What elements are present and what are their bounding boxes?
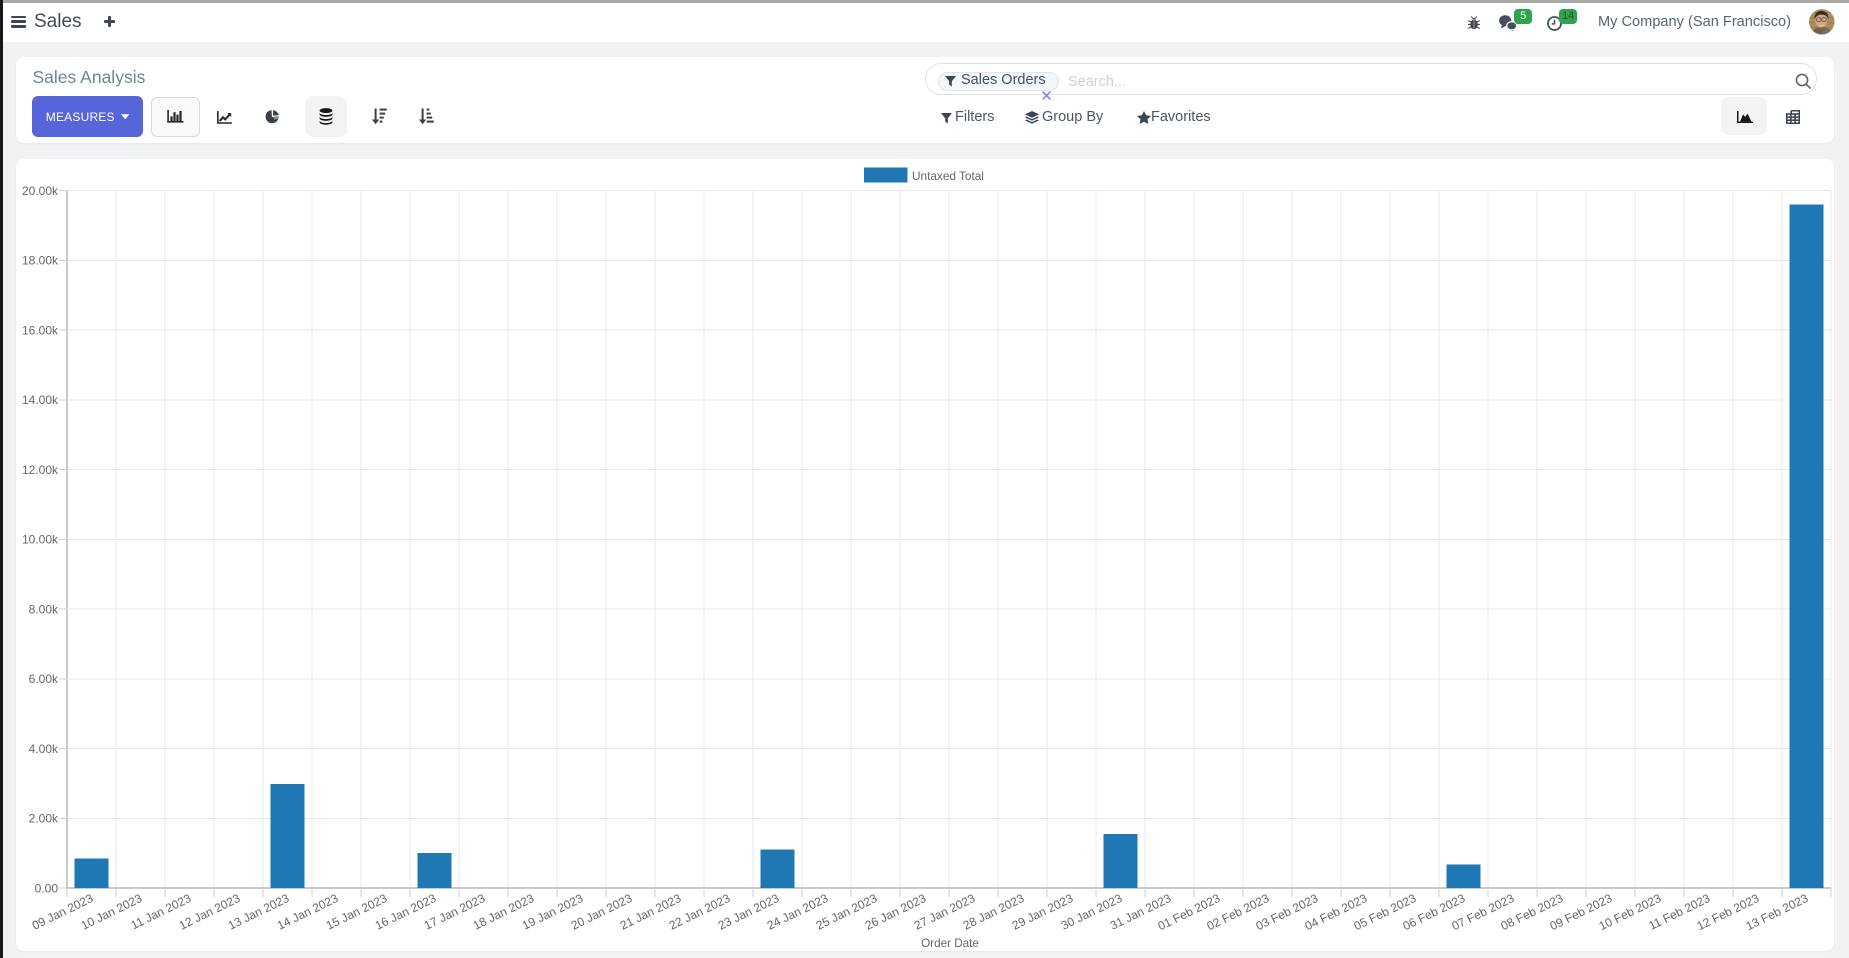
svg-text:8.00k: 8.00k bbox=[29, 602, 59, 616]
svg-text:Order Date: Order Date bbox=[921, 937, 979, 950]
svg-text:12.00k: 12.00k bbox=[22, 463, 59, 477]
svg-text:0.00: 0.00 bbox=[35, 881, 59, 895]
svg-text:18.00k: 18.00k bbox=[22, 254, 59, 268]
svg-text:20.00k: 20.00k bbox=[22, 184, 59, 198]
svg-text:Untaxed Total: Untaxed Total bbox=[912, 169, 984, 183]
svg-text:4.00k: 4.00k bbox=[29, 742, 59, 756]
svg-text:16.00k: 16.00k bbox=[22, 323, 59, 337]
svg-text:10.00k: 10.00k bbox=[22, 533, 59, 547]
svg-text:14.00k: 14.00k bbox=[22, 393, 59, 407]
svg-text:6.00k: 6.00k bbox=[29, 672, 59, 686]
svg-text:2.00k: 2.00k bbox=[29, 812, 59, 826]
